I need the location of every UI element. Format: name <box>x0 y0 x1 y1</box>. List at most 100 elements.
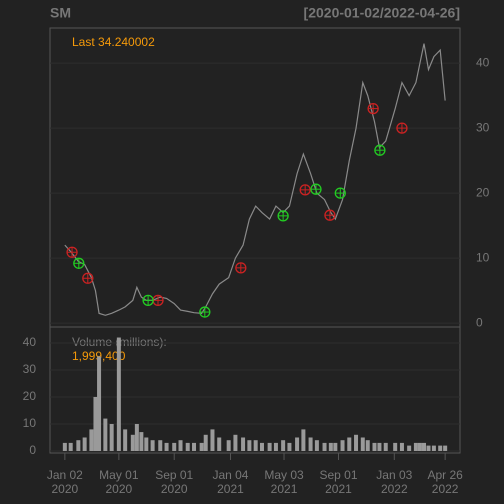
volume-bar <box>273 442 278 452</box>
volume-bar <box>413 442 418 452</box>
y-tick-label: 20 <box>23 389 37 403</box>
volume-bar <box>164 442 169 452</box>
x-tick-label: Sep 01 2021 <box>319 468 357 496</box>
x-tick-label: Jan 02 2020 <box>47 468 83 496</box>
volume-bar <box>89 429 94 452</box>
volume-bar <box>281 440 286 452</box>
sell-marker <box>235 262 247 274</box>
sell-marker <box>367 102 379 115</box>
volume-bar <box>443 445 448 452</box>
volume-bar <box>267 442 272 452</box>
sell-marker <box>299 184 311 196</box>
volume-bar <box>407 445 412 452</box>
volume-bar <box>333 442 338 452</box>
volume-bar <box>76 440 81 452</box>
volume-bar <box>383 442 388 452</box>
date-range: [2020-01-02/2022-04-26] <box>304 5 460 21</box>
volume-bar <box>150 440 155 452</box>
y-tick-label: 40 <box>23 335 37 349</box>
volume-bar <box>210 429 215 452</box>
volume-bar <box>421 442 426 452</box>
buy-marker <box>277 210 289 222</box>
y-tick-label: 10 <box>476 250 490 264</box>
last-volume: 1,999,400 <box>72 349 126 363</box>
volume-bar <box>123 429 128 452</box>
buy-marker <box>142 294 154 307</box>
y-tick-label: 0 <box>476 315 483 329</box>
volume-bar <box>116 337 121 452</box>
volume-bar <box>203 434 208 452</box>
volume-bar <box>328 442 333 452</box>
volume-bar <box>172 442 177 452</box>
sell-marker <box>66 246 78 258</box>
volume-bar <box>130 434 135 452</box>
panel-frame <box>49 326 461 454</box>
volume-bar <box>217 437 222 452</box>
chart-title: SM <box>50 5 71 21</box>
y-tick-label: 30 <box>23 362 37 376</box>
volume-bar <box>134 423 139 452</box>
x-tick-label: Jan 04 2021 <box>212 468 248 496</box>
volume-bar <box>68 442 73 452</box>
volume-bar <box>308 437 313 452</box>
sell-marker <box>82 272 94 284</box>
volume-bar <box>347 437 352 452</box>
buy-marker <box>334 187 346 199</box>
volume-bar <box>103 418 108 452</box>
buy-marker <box>199 306 211 318</box>
buy-marker <box>310 183 322 195</box>
volume-bar <box>417 442 422 452</box>
volume-bar <box>62 442 67 452</box>
sell-marker <box>324 209 336 221</box>
y-tick-label: 0 <box>29 443 36 457</box>
buy-marker <box>374 144 386 156</box>
volume-bar <box>322 442 327 452</box>
volume-bar <box>82 437 87 452</box>
volume-bar <box>354 434 359 452</box>
x-tick-label: May 03 2021 <box>264 468 304 496</box>
y-tick-label: 40 <box>476 55 490 69</box>
volume-bar <box>109 423 114 452</box>
volume-bar <box>287 442 292 452</box>
volume-bar <box>226 440 231 452</box>
volume-bar <box>158 440 163 452</box>
volume-bar <box>360 437 365 452</box>
volume-bar <box>241 437 246 452</box>
volume-bar <box>431 445 436 452</box>
volume-bar <box>393 442 398 452</box>
volume-bar <box>233 434 238 452</box>
y-tick-label: 30 <box>476 120 490 134</box>
x-tick-label: Jan 03 2022 <box>376 468 412 496</box>
sell-marker <box>396 122 408 134</box>
x-tick-label: Sep 01 2020 <box>155 468 193 496</box>
volume-bar <box>185 442 190 452</box>
volume-bar <box>365 440 370 452</box>
volume-bar <box>377 442 382 452</box>
volume-bar <box>93 396 98 452</box>
volume-bar <box>199 442 204 452</box>
volume-bar <box>192 442 197 452</box>
volume-bar <box>426 445 431 452</box>
volume-bar <box>247 440 252 452</box>
last-price: Last 34.240002 <box>72 35 155 49</box>
volume-bar <box>340 440 345 452</box>
volume-bar <box>178 440 183 452</box>
price-line <box>64 43 446 316</box>
volume-bar <box>253 440 258 452</box>
x-tick-label: May 01 2020 <box>99 468 139 496</box>
volume-bar <box>139 432 144 452</box>
buy-marker <box>73 257 85 269</box>
volume-bar <box>301 429 306 452</box>
volume-bar <box>372 442 377 452</box>
volume-bar <box>438 445 443 452</box>
sell-marker <box>152 294 164 307</box>
y-tick-label: 10 <box>23 416 37 430</box>
volume-bar <box>97 356 102 452</box>
volume-bar <box>399 442 404 452</box>
volume-bar <box>314 440 319 452</box>
volume-bar <box>295 437 300 452</box>
y-tick-label: 20 <box>476 185 490 199</box>
